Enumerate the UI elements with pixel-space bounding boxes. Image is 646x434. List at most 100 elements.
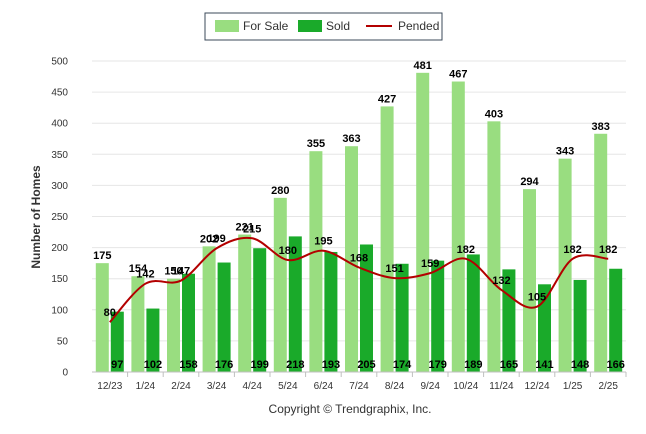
label-pended-8-24: 151 [385,263,403,275]
x-tick-label-3-24: 3/24 [207,381,227,392]
label-sold-5-24: 218 [286,359,304,371]
legend-sold-swatch [298,20,322,32]
bar-for-sale-2-25 [594,133,608,372]
bar-sold-5-24 [288,236,302,372]
label-pended-7-24: 168 [350,253,368,265]
y-tick-label-450: 450 [51,88,68,99]
axes: 0 50 100 150 200 250 300 350 400 450 500 12/23 1/24 2… [51,57,627,392]
bar-for-sale-11-24 [487,121,501,372]
label-sold-6-24: 193 [322,359,340,371]
bar-for-sale-9-24 [416,72,430,373]
label-for-sale-8-24: 427 [378,93,396,105]
bar-sold-1-24 [146,308,160,372]
label-sold-1-24: 102 [144,359,162,371]
label-for-sale-12-24: 294 [520,176,539,188]
x-tick-label-1-25: 1/25 [563,381,583,392]
label-sold-2-24: 158 [179,359,197,371]
y-tick-label-300: 300 [51,181,68,192]
bar-for-sale-6-24 [309,151,323,372]
bar-sold-11-24 [502,269,516,372]
label-pended-10-24: 182 [457,244,475,256]
label-pended-3-24: 199 [207,233,225,245]
y-tick-label-150: 150 [51,274,68,285]
label-for-sale-11-24: 403 [485,108,503,120]
bar-sold-6-24 [324,251,338,372]
y-tick-label-200: 200 [51,243,68,254]
x-tick-label-11-24: 11/24 [489,381,514,392]
label-sold-9-24: 179 [429,359,447,371]
x-tick-label-4-24: 4/24 [242,381,262,392]
x-tick-label-9-24: 9/24 [420,381,440,392]
x-tick-label-5-24: 5/24 [278,381,298,392]
label-for-sale-12-23: 175 [93,250,111,262]
gridlines [92,60,626,373]
y-tick-label-50: 50 [57,336,69,347]
data-labels: 175 97 154 102 150 158 202 176 221 199 280 218 355 19… [93,60,625,371]
x-tick-label-12-23: 12/23 [97,381,122,392]
label-sold-2-25: 166 [607,359,625,371]
y-axis-title: Number of Homes [29,165,43,269]
y-tick-label-350: 350 [51,150,68,161]
label-pended-9-24: 159 [421,258,439,270]
label-pended-5-24: 180 [279,245,297,257]
x-tick-label-10-24: 10/24 [453,381,478,392]
label-for-sale-1-24: 154 [129,263,148,275]
legend: For Sale Sold Pended [204,12,443,41]
pended-line [109,236,609,323]
label-for-sale-6-24: 355 [307,138,325,150]
bar-sold-1-25 [573,279,587,372]
x-tick-label-8-24: 8/24 [385,381,405,392]
y-tick-label-400: 400 [51,119,68,130]
bar-for-sale-12-24 [523,189,536,372]
y-tick-label-0: 0 [62,368,68,379]
label-for-sale-9-24: 481 [414,60,432,72]
bar-sold-12-23 [110,311,124,372]
bar-sold-2-25 [609,268,623,372]
bar-for-sale-1-24 [131,276,145,372]
label-sold-10-24: 189 [464,359,482,371]
label-sold-12-24: 141 [535,359,553,371]
bar-for-sale-5-24 [273,197,287,372]
bar-sold-7-24 [360,244,373,372]
x-tick-label-6-24: 6/24 [314,381,334,392]
bar-sold-9-24 [431,260,445,372]
bar-sold-3-24 [217,262,231,372]
bar-for-sale-4-24 [238,234,252,372]
bar-for-sale-8-24 [380,106,394,372]
x-tick-label-12-24: 12/24 [524,381,549,392]
label-for-sale-5-24: 280 [271,185,289,197]
label-for-sale-1-25: 343 [556,146,574,158]
pended-line-layer [109,236,609,323]
label-sold-12-23: 97 [111,359,123,371]
x-tick-label-2-25: 2/25 [598,381,618,392]
y-tick-label-100: 100 [51,305,68,316]
bar-for-sale-1-25 [558,158,572,372]
label-pended-12-24: 105 [528,292,546,304]
x-tick-label-1-24: 1/24 [136,381,156,392]
bar-for-sale-12-23 [95,263,109,372]
label-sold-7-24: 205 [357,359,375,371]
label-pended-1-24: 142 [136,269,154,281]
bar-for-sale-2-24 [167,278,180,372]
label-pended-4-24: 215 [243,223,261,235]
legend-for-sale-swatch [215,20,239,32]
legend-for-sale-label: For Sale [243,19,289,33]
legend-sold-label: Sold [326,19,350,33]
label-pended-2-25: 182 [599,244,617,256]
x-tick-label-7-24: 7/24 [349,381,369,392]
y-tick-label-250: 250 [51,212,68,223]
bar-for-sale-3-24 [202,246,216,372]
x-tick-label-2-24: 2/24 [171,381,191,392]
label-pended-2-24: 147 [172,266,190,278]
label-sold-3-24: 176 [215,359,233,371]
bar-sold-8-24 [395,263,409,372]
legend-pended-label: Pended [398,19,439,33]
label-sold-1-25: 148 [571,359,589,371]
label-for-sale-3-24: 202 [200,233,218,245]
label-pended-6-24: 195 [314,236,332,248]
label-for-sale-7-24: 363 [342,133,360,145]
bars [95,72,623,373]
label-for-sale-10-24: 467 [449,69,467,81]
label-sold-4-24: 199 [251,359,269,371]
